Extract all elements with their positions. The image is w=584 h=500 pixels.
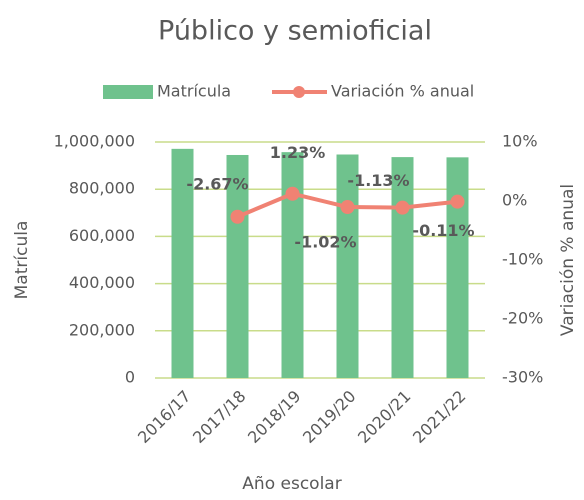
- marker: [395, 200, 410, 215]
- y-tick-label: 600,000: [69, 226, 135, 245]
- data-label: -1.02%: [294, 233, 356, 252]
- y-tick-label: 400,000: [69, 273, 135, 292]
- bar: [281, 152, 304, 378]
- y2-tick-label: -20%: [502, 309, 543, 328]
- legend-label: Matrícula: [157, 82, 231, 101]
- x-tick-label: 2019/20: [299, 387, 359, 447]
- marker: [340, 200, 355, 215]
- y-tick-label: 0: [125, 368, 135, 387]
- x-tick-label: 2020/21: [354, 387, 414, 447]
- x-tick-label: 2017/18: [189, 387, 249, 447]
- bar: [391, 157, 414, 378]
- data-label: 1.23%: [270, 143, 326, 162]
- y-axis-title: Matrícula: [12, 221, 32, 300]
- x-tick-label: 2021/22: [409, 387, 469, 447]
- bar: [226, 154, 249, 378]
- chart-title: Público y semioficial: [158, 16, 432, 47]
- y2-axis-title: Variación % anual: [558, 184, 578, 336]
- data-label: -0.11%: [412, 221, 474, 240]
- y-tick-label: 200,000: [69, 320, 135, 339]
- data-label: -1.13%: [347, 171, 409, 190]
- y2-tick-label: -30%: [502, 368, 543, 387]
- marker: [230, 209, 245, 224]
- x-tick-label: 2018/19: [244, 387, 304, 447]
- x-axis-title: Año escolar: [242, 474, 341, 494]
- bar: [171, 148, 194, 378]
- legend-swatch: [293, 86, 305, 98]
- y-tick-label: 800,000: [69, 179, 135, 198]
- y2-tick-label: 10%: [502, 132, 538, 151]
- y-tick-label: 1,000,000: [54, 132, 135, 151]
- y2-tick-label: 0%: [502, 191, 527, 210]
- data-label: -2.67%: [186, 174, 248, 193]
- x-tick-label: 2016/17: [134, 387, 194, 447]
- legend-label: Variación % anual: [331, 82, 474, 101]
- marker: [450, 194, 465, 209]
- legend-swatch: [103, 85, 153, 99]
- marker: [285, 186, 300, 201]
- bar: [446, 157, 469, 378]
- y2-tick-label: -10%: [502, 250, 543, 269]
